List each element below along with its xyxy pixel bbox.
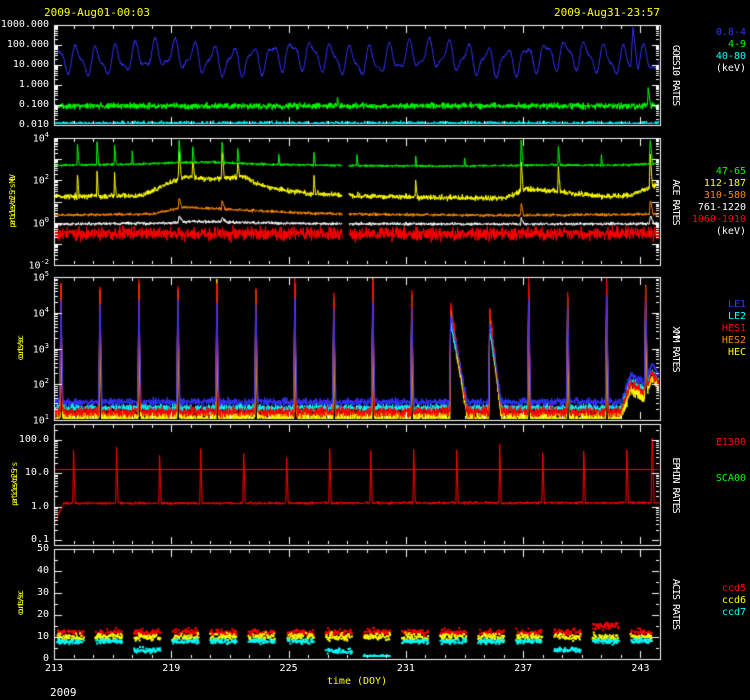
legend-item-310580: 310-580 (704, 190, 746, 201)
legend-item-084: 0.8-4 (716, 27, 746, 38)
legend-item-4080: 40-80 (716, 51, 746, 62)
y-tick-label: 10.000 (0, 59, 49, 70)
year-label: 2009 (50, 686, 77, 699)
y-axis-title-ace: particles/cm2 Sr s MeV (8, 176, 17, 227)
x-tick-label: 243 (620, 663, 660, 674)
legend-item-hes1: HES1 (722, 323, 746, 334)
y-tick-label: 105 (0, 271, 49, 283)
panel-title-goes10: GOES10 RATES (670, 45, 681, 105)
y-tick-label: 50 (0, 543, 49, 554)
legend-item-le2: LE2 (728, 311, 746, 322)
legend-item-ccd6: ccd6 (722, 595, 746, 606)
y-tick-label: 104 (0, 132, 49, 144)
legend-item-sca00: SCA00 (716, 473, 746, 484)
legend-item-e1300: E1300 (716, 437, 746, 448)
y-axis-title-ephin: particles/cm2 Sr s (10, 464, 19, 506)
panel-title-acis: ACIS RATES (670, 579, 681, 629)
panel-title-ace: ACE RATES (670, 179, 681, 224)
y-tick-label: 0.100 (0, 99, 49, 110)
y-tick-label: 10 (0, 631, 49, 642)
legend-item-ccd7: ccd7 (722, 607, 746, 618)
y-tick-label: 1.0 (0, 501, 49, 512)
y-tick-label: 10-2 (0, 259, 49, 271)
x-tick-label: 237 (503, 663, 543, 674)
legend-item-49: 4-9 (728, 39, 746, 50)
start-datetime-label: 2009-Aug01-00:03 (44, 6, 150, 19)
legend-item-kev: (keV) (716, 63, 746, 74)
y-tick-label: 10.0 (0, 467, 49, 478)
legend-item-112187: 112-187 (704, 178, 746, 189)
y-tick-label: 101 (0, 414, 49, 426)
labels-overlay: 2009-Aug01-00:03 2009-Aug31-23:57 time (… (0, 0, 750, 700)
end-datetime-label: 2009-Aug31-23:57 (554, 6, 660, 19)
legend-item-7611220: 761-1220 (698, 202, 746, 213)
legend-item-4765: 47-65 (716, 166, 746, 177)
y-tick-label: 40 (0, 565, 49, 576)
legend-item-ccd5: ccd5 (722, 583, 746, 594)
y-tick-label: 104 (0, 307, 49, 319)
x-tick-label: 213 (34, 663, 74, 674)
radiation-rates-figure: 2009-Aug01-00:03 2009-Aug31-23:57 time (… (0, 0, 750, 700)
legend-item-le1: LE1 (728, 299, 746, 310)
legend-item-hec: HEC (728, 347, 746, 358)
y-tick-label: 1.000 (0, 79, 49, 90)
panel-title-xmm: XMM RATES (670, 326, 681, 371)
panel-title-ephin: EPHIN RATES (670, 457, 681, 512)
x-tick-label: 225 (269, 663, 309, 674)
x-tick-label: 219 (151, 663, 191, 674)
y-axis-title-xmm: counts/sec (16, 337, 25, 360)
x-axis-title: time (DOY) (54, 676, 660, 687)
y-axis-title-acis: counts/sec (16, 592, 25, 615)
legend-item-10601910: 1060-1910 (692, 214, 746, 225)
y-tick-label: 100.000 (0, 39, 49, 50)
y-tick-label: 102 (0, 378, 49, 390)
y-tick-label: 1000.000 (0, 19, 49, 30)
x-tick-label: 231 (386, 663, 426, 674)
legend-item-kev: (keV) (716, 226, 746, 237)
legend-item-hes2: HES2 (722, 335, 746, 346)
y-tick-label: 100.0 (0, 434, 49, 445)
y-tick-label: 0.010 (0, 119, 49, 130)
